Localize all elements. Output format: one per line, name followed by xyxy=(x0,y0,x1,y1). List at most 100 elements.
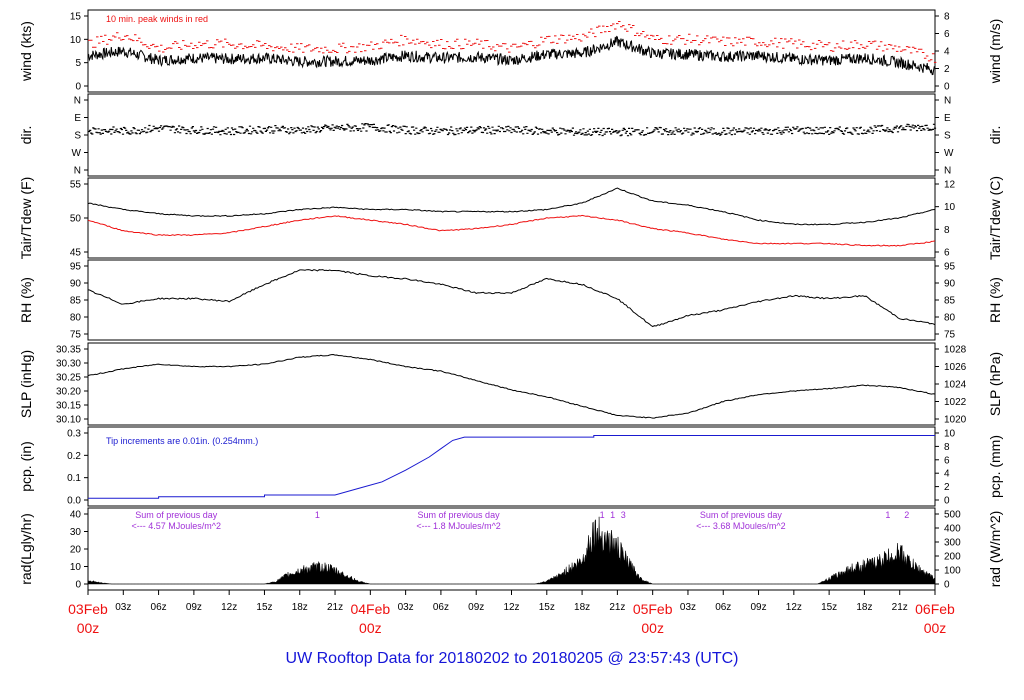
tick-label-right: 300 xyxy=(944,538,961,549)
y-axis-label-right: pcp. (mm) xyxy=(987,435,1003,498)
panel-frame xyxy=(87,426,936,507)
chart-title: UW Rooftop Data for 20180202 to 20180205… xyxy=(285,650,739,667)
series-precip xyxy=(88,435,935,499)
tick-label-left: 5 xyxy=(75,58,81,69)
series-temp-tair xyxy=(87,187,936,226)
y-axis-label-left: Tair/Tdew (F) xyxy=(18,177,34,259)
tick-label-right: 500 xyxy=(944,510,961,521)
tick-label-right: 6 xyxy=(944,248,950,259)
tick-label-right: 85 xyxy=(944,296,956,307)
x-day-label: 03Feb xyxy=(68,601,108,617)
x-tick-label: 06z xyxy=(433,602,449,613)
x-tick-label: 21z xyxy=(327,602,343,613)
y-axis-label-left: RH (%) xyxy=(18,277,34,323)
tick-label-left: 45 xyxy=(70,248,82,259)
tick-label-right: 90 xyxy=(944,279,956,290)
x-tick-label: 21z xyxy=(609,602,625,613)
tick-label-right: 1024 xyxy=(944,380,967,391)
tick-label-right: N xyxy=(944,166,951,177)
panel-rh: RH (%) RH (%) 75 80 85 90 95 75 80 85 90 95 xyxy=(18,259,1003,341)
y-axis-label-left: dir. xyxy=(18,126,34,145)
tick-label-right: 4 xyxy=(944,47,950,58)
tick-label-left: 75 xyxy=(70,330,82,341)
tick-label-left: 85 xyxy=(70,296,82,307)
y-axis-label-left: rad(Lgly/hr) xyxy=(18,513,34,585)
tick-label-left: S xyxy=(74,131,81,142)
y-axis-label-left: pcp. (in) xyxy=(18,441,34,492)
tick-label-left: 80 xyxy=(70,313,82,324)
tick-label-left: 0.2 xyxy=(67,451,81,462)
tick-label-right: 8 xyxy=(944,225,950,236)
tick-label-right: 6 xyxy=(944,455,950,466)
x-tick-label: 12z xyxy=(221,602,237,613)
x-tick-label: 12z xyxy=(503,602,519,613)
series-peak-wind xyxy=(88,21,937,63)
tick-label-left: 30.30 xyxy=(56,359,81,370)
series-temp-tdew xyxy=(87,214,936,247)
tick-label-right: 75 xyxy=(944,330,956,341)
radiation-marker: 1 xyxy=(610,510,615,520)
tick-label-left: W xyxy=(72,148,82,159)
x-tick-label: 15z xyxy=(539,602,555,613)
radiation-annotation: Sum of previous day xyxy=(135,510,218,520)
x-tick-label: 18z xyxy=(856,602,872,613)
tick-label-left: 20 xyxy=(70,545,82,556)
tick-label-right: 80 xyxy=(944,313,956,324)
panel-temp: Tair/Tdew (F) Tair/Tdew (C) 45 50 55 6 8 10 12 xyxy=(18,176,1003,260)
tick-label-left: 0 xyxy=(75,82,81,93)
tick-label-left: 15 xyxy=(70,12,82,23)
radiation-marker: 1 xyxy=(315,510,320,520)
tick-label-left: 0.3 xyxy=(67,429,81,440)
tick-label-right: 0 xyxy=(944,580,950,591)
tick-label-left: 30.35 xyxy=(56,345,81,356)
y-axis-label-right: SLP (hPa) xyxy=(987,352,1003,416)
tick-label-left: 30.25 xyxy=(56,373,81,384)
panel-frame xyxy=(87,9,936,93)
y-axis-label-right: RH (%) xyxy=(987,277,1003,323)
x-tick-label: 09z xyxy=(750,602,766,613)
y-axis-label-right: wind (m/s) xyxy=(987,19,1003,85)
tick-label-right: 95 xyxy=(944,262,956,273)
tick-label-left: 30.20 xyxy=(56,387,81,398)
panel-wind: wind (kts) wind (m/s) 0 5 10 15 0 2 4 6 8 10 min. p… xyxy=(18,9,1003,93)
x-tick-label: 03z xyxy=(115,602,131,613)
x-day-label: 06Feb xyxy=(915,601,955,617)
x-day-hour-label: 00z xyxy=(77,620,100,636)
tick-label-left: 0 xyxy=(75,580,81,591)
panel-pcp: pcp. (in) pcp. (mm) 0.0 0.1 0.2 0.3 0 2 4 6 8 10 Tip… xyxy=(18,426,1003,507)
radiation-annotation: Sum of previous day xyxy=(700,510,783,520)
tick-label-right: 2 xyxy=(944,482,950,493)
x-tick-label: 09z xyxy=(468,602,484,613)
tick-label-left: 30.10 xyxy=(56,415,81,426)
series-rh xyxy=(87,269,936,328)
radiation-annotation: <--- 4.57 MJoules/m^2 xyxy=(131,521,221,531)
x-tick-label: 12z xyxy=(786,602,802,613)
panel-rad: rad(Lgly/hr) rad (W/m^2)01020304001002003… xyxy=(18,507,1003,591)
radiation-annotation: Sum of previous day xyxy=(418,510,501,520)
tick-label-left: 10 xyxy=(70,35,82,46)
x-tick-label: 18z xyxy=(574,602,590,613)
y-axis-label-left: wind (kts) xyxy=(18,21,34,82)
x-tick-label: 21z xyxy=(892,602,908,613)
x-day-hour-label: 00z xyxy=(359,620,382,636)
tick-label-left: 0.1 xyxy=(67,473,81,484)
tick-label-right: 0 xyxy=(944,82,950,93)
series-wind-mean xyxy=(87,35,935,76)
tick-label-right: 1020 xyxy=(944,415,967,426)
tick-label-right: 1026 xyxy=(944,362,967,373)
tick-label-left: 40 xyxy=(70,510,82,521)
x-tick-label: 03z xyxy=(680,602,696,613)
radiation-annotation: <--- 3.68 MJoules/m^2 xyxy=(696,521,786,531)
x-axis: 03z 06z 09z 12z 15z 18z 21z 03z 06z 09z 12z 15z 18z 2… xyxy=(68,590,955,636)
panel-annotation: Tip increments are 0.01in. (0.254mm.) xyxy=(106,436,258,446)
tick-label-right: 100 xyxy=(944,566,961,577)
tick-label-left: E xyxy=(74,113,81,124)
x-tick-label: 18z xyxy=(292,602,308,613)
tick-label-right: 8 xyxy=(944,12,950,23)
tick-label-right: 12 xyxy=(944,180,956,191)
tick-label-right: S xyxy=(944,131,951,142)
series-radiation xyxy=(87,516,936,585)
tick-label-left: 90 xyxy=(70,279,82,290)
